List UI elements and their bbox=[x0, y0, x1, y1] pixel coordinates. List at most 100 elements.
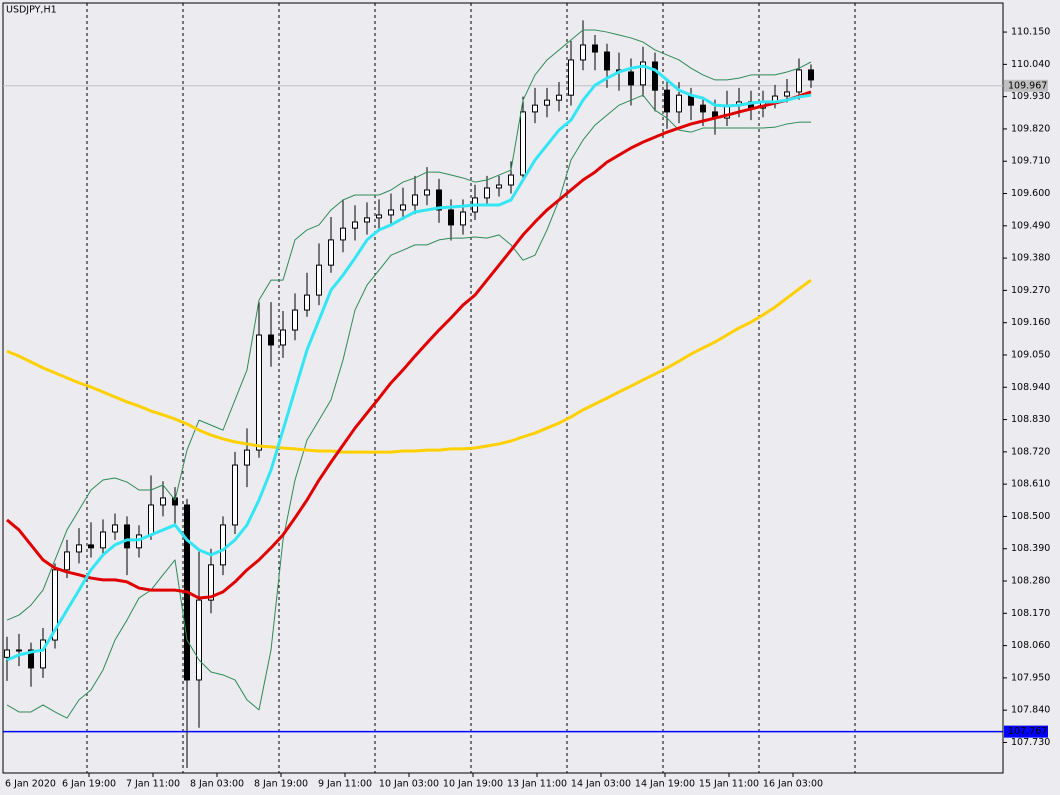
price-label-box bbox=[1004, 79, 1048, 92]
candle-body bbox=[436, 189, 442, 211]
candle-body bbox=[364, 217, 370, 223]
candle-body bbox=[808, 69, 814, 81]
moving-average bbox=[6, 278, 812, 454]
candle-body bbox=[676, 94, 682, 113]
y-tick-label: 108.610 bbox=[1011, 479, 1050, 490]
candle-body bbox=[148, 504, 154, 536]
x-tick-label: 6 Jan 19:00 bbox=[62, 779, 116, 790]
y-tick-label: 109.820 bbox=[1011, 123, 1050, 134]
x-tick-label: 10 Jan 03:00 bbox=[379, 779, 439, 790]
candle-body bbox=[400, 204, 406, 211]
moving-average bbox=[6, 90, 812, 600]
y-tick-label: 108.720 bbox=[1011, 446, 1050, 457]
x-tick-label: 13 Jan 11:00 bbox=[507, 779, 567, 790]
y-tick-label: 109.600 bbox=[1011, 188, 1050, 199]
candle-body bbox=[256, 334, 262, 451]
candle-body bbox=[76, 544, 82, 553]
candle-body bbox=[664, 89, 670, 113]
y-tick-label: 109.160 bbox=[1011, 317, 1050, 328]
candle-body bbox=[64, 551, 70, 571]
y-tick-label: 109.930 bbox=[1011, 91, 1050, 102]
plot-frame bbox=[2, 2, 1004, 774]
candle-body bbox=[784, 91, 790, 97]
y-tick-label: 109.270 bbox=[1011, 285, 1050, 296]
band-upper bbox=[6, 29, 812, 621]
candle-body bbox=[796, 69, 802, 93]
candle-body bbox=[340, 227, 346, 241]
candle-body bbox=[388, 209, 394, 216]
y-tick-label: 107.840 bbox=[1011, 705, 1050, 716]
candle-body bbox=[520, 111, 526, 176]
candle-body bbox=[280, 329, 286, 346]
candle-body bbox=[424, 189, 430, 196]
candle-body bbox=[268, 334, 274, 346]
candle-body bbox=[496, 184, 502, 189]
x-tick-label: 14 Jan 03:00 bbox=[571, 779, 631, 790]
x-tick-label: 16 Jan 03:00 bbox=[763, 779, 823, 790]
candle-body bbox=[352, 221, 358, 229]
candle-body bbox=[532, 104, 538, 113]
y-tick-label: 109.050 bbox=[1011, 349, 1050, 360]
candle-body bbox=[292, 309, 298, 331]
price-label: 107.767 bbox=[1008, 726, 1047, 737]
price-label-box bbox=[1004, 725, 1048, 738]
y-tick-label: 108.280 bbox=[1011, 576, 1050, 587]
candle-body bbox=[208, 564, 214, 601]
moving-average bbox=[6, 64, 812, 662]
y-tick-label: 110.040 bbox=[1011, 59, 1050, 70]
candle-body bbox=[604, 51, 610, 71]
x-tick-label: 8 Jan 19:00 bbox=[254, 779, 308, 790]
candle-body bbox=[244, 449, 250, 466]
y-tick-label: 107.730 bbox=[1011, 737, 1050, 748]
candle-body bbox=[196, 599, 202, 681]
candle-body bbox=[100, 531, 106, 549]
chart-title: USDJPY,H1 bbox=[6, 5, 57, 16]
candle-body bbox=[484, 187, 490, 199]
y-tick-label: 107.950 bbox=[1011, 672, 1050, 683]
candle-body bbox=[88, 544, 94, 549]
candle-body bbox=[232, 464, 238, 526]
candle-body bbox=[700, 104, 706, 113]
price-label: 109.967 bbox=[1008, 80, 1047, 91]
y-tick-label: 108.940 bbox=[1011, 382, 1050, 393]
candle-body bbox=[412, 194, 418, 206]
y-tick-label: 110.150 bbox=[1011, 27, 1050, 38]
candle-body bbox=[568, 59, 574, 96]
y-tick-label: 108.390 bbox=[1011, 543, 1050, 554]
x-tick-label: 8 Jan 03:00 bbox=[190, 779, 244, 790]
candle-body bbox=[508, 174, 514, 186]
candle-body bbox=[316, 264, 322, 296]
candle-body bbox=[376, 214, 382, 219]
candle-body bbox=[160, 497, 166, 506]
candle-body bbox=[556, 94, 562, 101]
candle-body bbox=[460, 211, 466, 226]
candle-body bbox=[112, 524, 118, 533]
y-tick-label: 108.500 bbox=[1011, 511, 1050, 522]
candle-body bbox=[124, 524, 130, 549]
candle-body bbox=[304, 294, 310, 311]
candle-body bbox=[652, 61, 658, 91]
candle-body bbox=[4, 649, 10, 658]
candle-body bbox=[448, 209, 454, 226]
candle-body bbox=[16, 649, 22, 652]
x-tick-label: 15 Jan 11:00 bbox=[699, 779, 759, 790]
x-tick-label: 9 Jan 11:00 bbox=[318, 779, 372, 790]
candle-body bbox=[40, 639, 46, 669]
y-tick-label: 109.710 bbox=[1011, 156, 1050, 167]
y-tick-label: 109.490 bbox=[1011, 220, 1050, 231]
candle-body bbox=[592, 44, 598, 53]
x-tick-label: 6 Jan 2020 bbox=[5, 779, 56, 790]
y-tick-label: 108.060 bbox=[1011, 640, 1050, 651]
x-tick-label: 7 Jan 11:00 bbox=[126, 779, 180, 790]
y-tick-label: 108.830 bbox=[1011, 414, 1050, 425]
x-tick-label: 14 Jan 19:00 bbox=[635, 779, 695, 790]
y-tick-label: 109.380 bbox=[1011, 253, 1050, 264]
y-tick-label: 108.170 bbox=[1011, 608, 1050, 619]
candle-body bbox=[544, 99, 550, 106]
candle-body bbox=[52, 569, 58, 641]
candle-body bbox=[328, 239, 334, 266]
candle-body bbox=[28, 649, 34, 669]
candle-body bbox=[628, 71, 634, 86]
